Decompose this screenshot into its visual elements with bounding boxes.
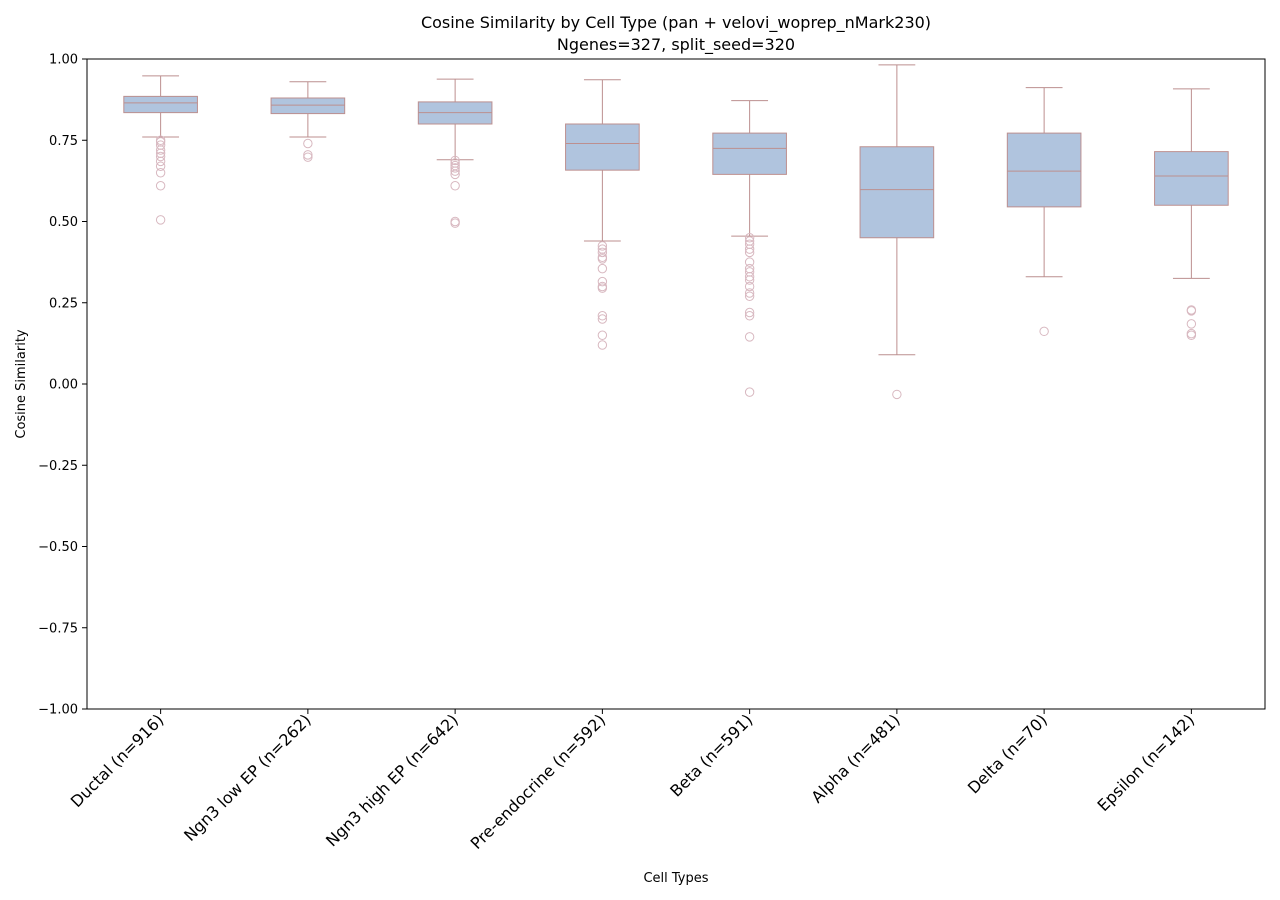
outlier-point	[597, 314, 608, 324]
chart-subtitle: Ngenes=327, split_seed=320	[557, 35, 795, 55]
outlier-point	[1186, 319, 1197, 329]
outlier-point	[155, 156, 166, 167]
x-tick-label: Epsilon (n=142)	[1093, 710, 1198, 815]
outlier-point	[744, 311, 755, 321]
outlier-point	[155, 145, 166, 155]
plot-area: −1.00 −0.75 −0.50 −0.25 0.00 0.25 0.50 0.75 1.00…	[38, 53, 1266, 853]
x-tick-label: Alpha (n=481)	[807, 710, 903, 806]
y-tick-label: −0.75	[38, 621, 78, 636]
box-iqr	[859, 146, 935, 239]
outlier-point	[1039, 326, 1049, 337]
outlier-point	[744, 275, 755, 285]
outlier-point	[744, 307, 755, 318]
outlier-point	[450, 155, 460, 166]
x-tick-label: Pre-endocrine (n=592)	[467, 710, 610, 853]
y-tick-label: −0.50	[38, 540, 78, 555]
outlier-point	[892, 389, 902, 400]
box-group	[859, 64, 935, 400]
x-tick-label: Ngn3 low EP (n=262)	[180, 710, 315, 845]
x-tick-label: Beta (n=591)	[666, 710, 756, 800]
y-tick-label: −0.25	[38, 459, 78, 474]
outlier-point	[450, 166, 460, 176]
box-group	[123, 75, 198, 225]
y-tick-label: 0.25	[49, 296, 78, 311]
box-iqr	[1154, 151, 1229, 206]
outlier-point	[744, 288, 755, 298]
plot-frame	[86, 58, 1266, 710]
outlier-point	[1186, 306, 1197, 316]
x-axis-label: Cell Types	[643, 871, 708, 886]
box-group	[712, 100, 787, 397]
outlier-point	[155, 161, 166, 171]
outlier-point	[155, 215, 166, 225]
outlier-point	[450, 218, 460, 228]
outlier-point	[303, 152, 313, 162]
y-tick-label: 0.75	[49, 134, 78, 149]
outlier-point	[597, 254, 608, 264]
outlier-point	[744, 272, 755, 282]
box-group	[270, 81, 346, 162]
outlier-point	[597, 330, 608, 340]
outlier-point	[303, 150, 313, 160]
y-tick-label: −1.00	[38, 703, 78, 718]
outlier-point	[744, 291, 755, 301]
box-group	[417, 78, 493, 228]
outlier-point	[744, 332, 755, 342]
outlier-point	[744, 247, 755, 258]
chart-title: Cosine Similarity by Cell Type (pan + ve…	[421, 13, 931, 33]
outlier-point	[450, 181, 460, 191]
x-tick-label: Ductal (n=916)	[67, 710, 168, 811]
box-iqr	[565, 123, 640, 171]
outlier-point	[744, 387, 755, 397]
y-axis-label: Cosine Similarity	[14, 329, 29, 439]
outlier-point	[744, 244, 755, 254]
outlier-point	[744, 233, 755, 243]
outlier-point	[155, 181, 166, 191]
box-iqr	[712, 132, 787, 175]
x-tick-label: Delta (n=70)	[964, 710, 1051, 797]
outlier-point	[597, 247, 608, 258]
outlier-point	[597, 276, 608, 287]
outlier-point	[744, 281, 755, 292]
box-iqr	[123, 95, 198, 114]
y-tick-label: 0.50	[49, 215, 78, 230]
x-tick-label: Ngn3 high EP (n=642)	[322, 710, 462, 850]
outlier-point	[303, 138, 313, 149]
y-tick-label: 0.00	[49, 378, 78, 393]
y-tick-label: 1.00	[49, 53, 78, 68]
box-iqr	[1006, 132, 1082, 208]
outlier-point	[597, 283, 608, 293]
outlier-point	[597, 340, 608, 350]
outlier-point	[1186, 330, 1197, 340]
box-group	[1006, 87, 1082, 337]
outlier-point	[450, 169, 460, 180]
outlier-point	[597, 311, 608, 321]
outlier-point	[450, 163, 460, 173]
box-group	[1154, 88, 1229, 340]
outlier-point	[155, 168, 166, 178]
outlier-point	[744, 257, 755, 267]
outlier-point	[155, 151, 166, 162]
outlier-point	[597, 241, 608, 251]
box-iqr	[270, 97, 346, 115]
box-group	[565, 79, 640, 350]
outlier-point	[597, 263, 608, 274]
